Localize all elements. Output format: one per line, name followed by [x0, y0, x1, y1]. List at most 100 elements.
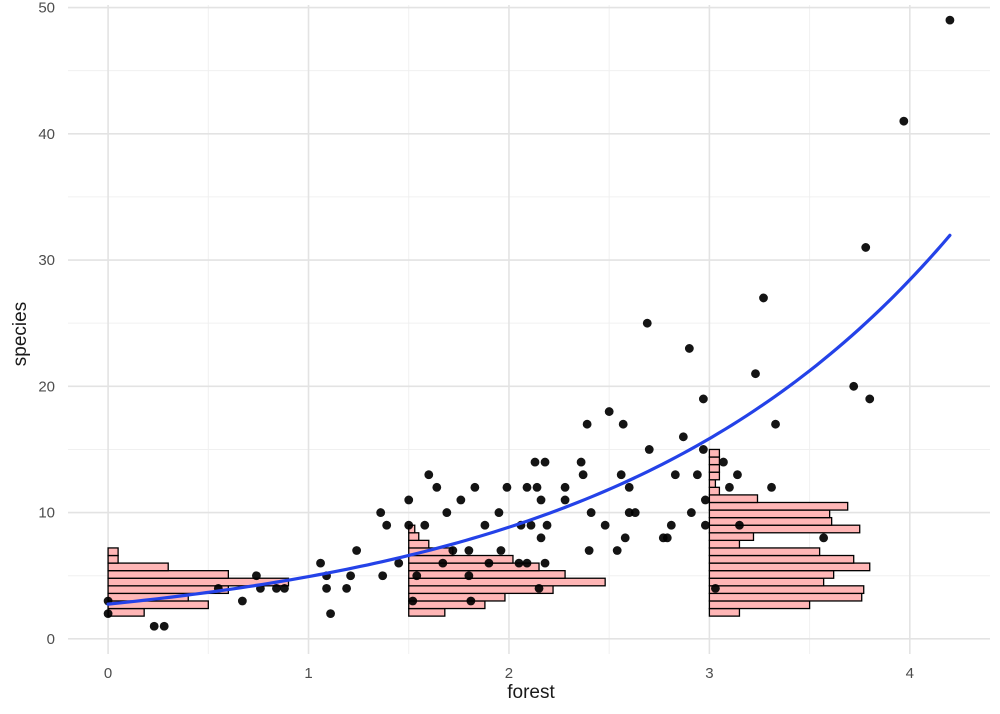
data-point [424, 470, 434, 480]
data-point [700, 520, 710, 530]
data-point [560, 482, 570, 492]
fit-line [106, 233, 952, 606]
data-point [382, 520, 392, 530]
data-point [759, 293, 768, 303]
y-tick-label: 20 [38, 378, 55, 395]
histogram-bar [708, 539, 741, 549]
data-point [526, 520, 536, 530]
histogram-bar [408, 607, 446, 617]
data-point [861, 243, 871, 252]
data-point [404, 495, 414, 505]
histogram-bar [408, 592, 506, 602]
data-point [536, 533, 546, 543]
histogram-bar [408, 532, 420, 542]
data-point [496, 546, 506, 555]
data-point [394, 558, 404, 568]
data-point [678, 432, 688, 442]
data-point [456, 495, 466, 505]
histogram-bar [708, 607, 741, 617]
data-point [642, 318, 652, 328]
data-point [725, 482, 734, 492]
data-point [522, 558, 532, 568]
data-point [692, 470, 702, 480]
data-points [103, 15, 955, 631]
histogram-bar [708, 479, 717, 488]
data-point [684, 344, 694, 353]
histogram-bar [708, 516, 833, 526]
data-point [540, 558, 550, 568]
data-point [711, 583, 720, 593]
data-point [644, 445, 654, 454]
histogram-bar [708, 570, 835, 579]
data-point [532, 482, 542, 492]
data-point [438, 558, 448, 568]
data-point [686, 508, 696, 517]
data-point [322, 583, 331, 593]
histogram-bar [708, 577, 825, 587]
histogram-bar [708, 501, 849, 511]
histogram-bar [408, 577, 606, 587]
data-point [376, 508, 386, 517]
x-tick-label: 3 [705, 665, 713, 682]
histogram-bar [708, 600, 811, 610]
data-point [404, 520, 414, 530]
x-tick-label: 2 [505, 665, 513, 682]
histogram-bar [107, 547, 119, 557]
data-point [735, 520, 744, 530]
histogram-bar [408, 554, 514, 564]
x-tick-label: 4 [906, 665, 914, 682]
data-point [272, 583, 281, 593]
histogram-bar [708, 585, 865, 595]
data-point [149, 621, 159, 631]
data-point [630, 508, 640, 517]
data-point [252, 571, 261, 581]
histogram-bar [107, 554, 119, 564]
data-point [530, 457, 540, 467]
histogram-bar [708, 532, 755, 542]
data-point [698, 394, 708, 404]
data-point [494, 508, 504, 517]
y-tick-label: 0 [47, 631, 55, 648]
data-point [280, 583, 289, 593]
data-point [466, 596, 476, 606]
data-point [767, 482, 776, 492]
data-point [733, 470, 742, 480]
data-point [620, 533, 630, 543]
data-point [542, 520, 552, 530]
data-point [698, 445, 708, 454]
histogram-bar [708, 547, 821, 557]
data-point [540, 457, 550, 467]
histogram-bar [408, 570, 566, 579]
data-point [945, 15, 955, 25]
fit-line-group [106, 233, 952, 606]
histogram-bar [708, 494, 759, 504]
histogram-bar [408, 585, 554, 595]
y-axis-title: species [10, 302, 31, 366]
data-point [316, 558, 325, 568]
data-point [522, 482, 532, 492]
y-tick-label: 30 [38, 252, 55, 269]
data-point [464, 571, 474, 581]
data-point [464, 546, 474, 555]
histogram-bar [708, 562, 871, 572]
histogram-bar [107, 562, 169, 572]
data-point [352, 546, 362, 555]
histogram-bar [708, 524, 861, 534]
histogram-bar [708, 463, 721, 473]
data-point [346, 571, 356, 581]
y-tick-label: 50 [38, 0, 55, 17]
data-point [536, 495, 546, 505]
data-point [576, 457, 586, 467]
data-point [342, 583, 352, 593]
data-point [899, 116, 909, 126]
y-tick-label: 10 [38, 505, 55, 522]
x-tick-label: 0 [104, 665, 112, 682]
data-point [624, 508, 634, 517]
data-point [480, 520, 490, 530]
data-point [586, 508, 596, 517]
y-axis-ticks: 0 10 20 30 40 50 [38, 0, 55, 648]
data-point [584, 546, 594, 555]
data-point [103, 609, 113, 618]
data-point [865, 394, 875, 404]
